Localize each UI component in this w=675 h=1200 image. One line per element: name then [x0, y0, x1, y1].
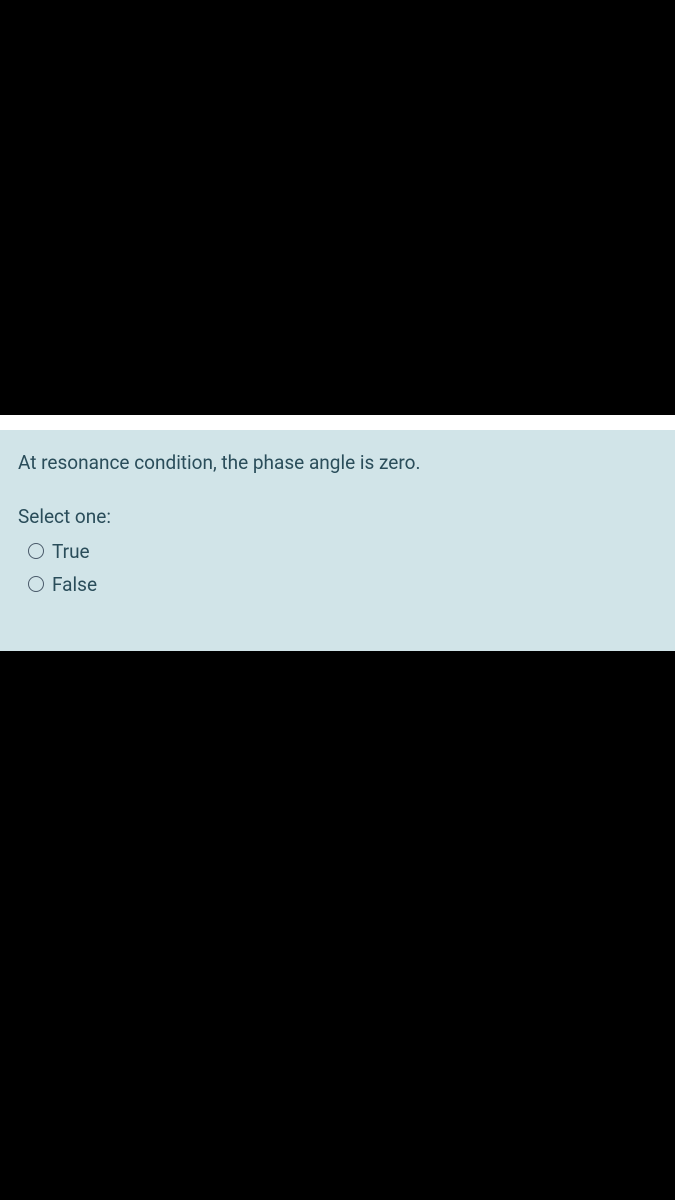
select-prompt: Select one: — [18, 505, 657, 528]
option-false-label[interactable]: False — [52, 573, 97, 596]
radio-false[interactable] — [28, 576, 44, 592]
option-false-row[interactable]: False — [18, 573, 657, 596]
option-true-row[interactable]: True — [18, 540, 657, 563]
question-text: At resonance condition, the phase angle … — [18, 450, 657, 477]
radio-true[interactable] — [28, 543, 44, 559]
option-true-label[interactable]: True — [52, 540, 90, 563]
white-strip — [0, 415, 675, 430]
question-panel: At resonance condition, the phase angle … — [0, 430, 675, 651]
